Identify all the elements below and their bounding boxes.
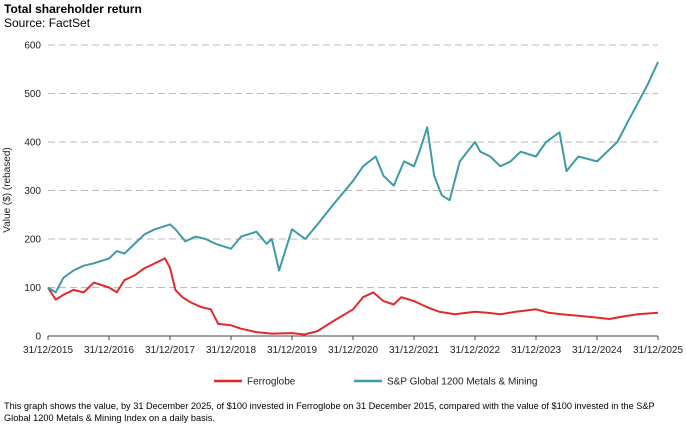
legend-label: S&P Global 1200 Metals & Mining [387,377,537,388]
legend-label: Ferroglobe [247,377,296,388]
x-tick-label: 31/12/2022 [450,345,500,356]
y-tick-label: 0 [35,332,41,343]
series-line-ferroglobe [47,257,659,336]
chart-subtitle: Source: FactSet [4,16,91,30]
grid-lines [48,44,658,337]
x-tick-label: 31/12/2021 [389,345,439,356]
y-tick-label: 600 [24,41,41,52]
y-tick-label: 200 [24,235,41,246]
x-tick-label: 31/12/2020 [328,345,378,356]
y-axis-ticks: 0 100 200 300 400 500 600 [24,41,41,343]
x-axis-ticks: 31/12/2015 31/12/2016 31/12/2017 31/12/2018… [23,336,683,356]
y-tick-label: 300 [24,186,41,197]
x-tick-label: 31/12/2017 [145,345,195,356]
y-tick-label: 500 [24,89,41,100]
footnote: This graph shows the value, by 31 Decemb… [4,401,655,423]
y-axis-label: Value ($) (rebased) [2,147,13,232]
x-tick-label: 31/12/2025 [633,345,683,356]
y-tick-label: 400 [24,138,41,149]
line-chart: 0 100 200 300 400 500 600 31/12/2015 31/12/2016… [2,41,683,388]
legend: Ferroglobe S&P Global 1200 Metals & Minin… [214,377,537,388]
x-tick-label: 31/12/2015 [23,345,73,356]
y-tick-label: 100 [24,283,41,294]
series-lines [47,61,659,336]
x-tick-label: 31/12/2024 [572,345,622,356]
series-line-sp-global [47,61,659,294]
x-tick-label: 31/12/2023 [511,345,561,356]
x-tick-label: 31/12/2019 [267,345,317,356]
x-tick-label: 31/12/2018 [206,345,256,356]
x-tick-label: 31/12/2016 [84,345,134,356]
chart-title: Total shareholder return [4,2,142,16]
